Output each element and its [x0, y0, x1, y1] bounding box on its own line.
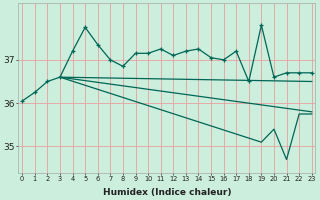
X-axis label: Humidex (Indice chaleur): Humidex (Indice chaleur)	[103, 188, 231, 197]
